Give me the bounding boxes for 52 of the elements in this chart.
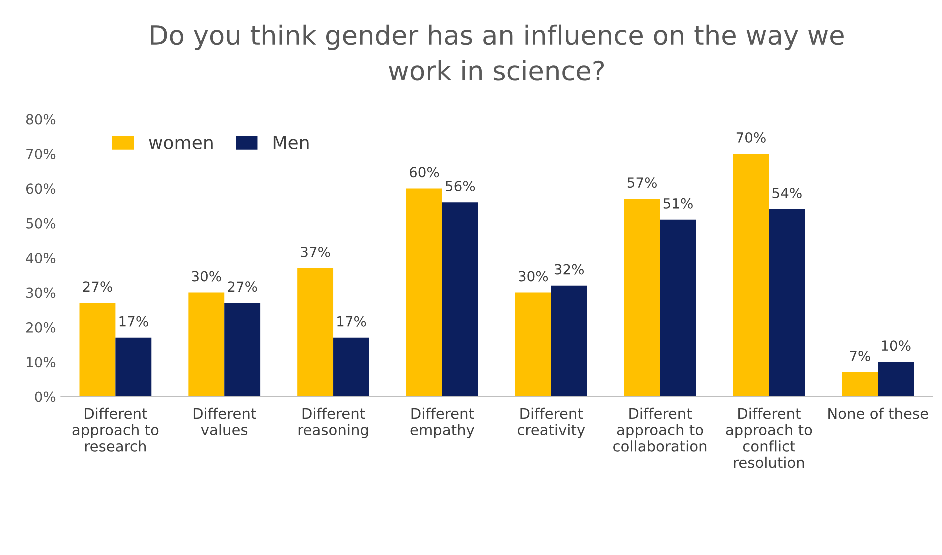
legend-label: Men (274, 136, 309, 150)
bar (116, 338, 152, 397)
data-label: 60% (410, 167, 440, 178)
bar (515, 292, 552, 397)
x-tick-label: Different empathy (410, 408, 474, 438)
data-label: 17% (338, 316, 366, 327)
data-label: 51% (664, 198, 693, 209)
x-tick-label: Different reasoning (298, 408, 368, 438)
x-tick-label: Different approach to collaboration (614, 408, 707, 452)
y-tick-label: 0% (35, 392, 56, 402)
y-tick-label: 30% (26, 288, 56, 298)
data-label: 32% (554, 264, 584, 275)
bar (660, 220, 696, 397)
data-label: 37% (301, 246, 330, 258)
bar (188, 292, 225, 397)
bar (842, 372, 878, 397)
y-tick-label: 10% (27, 357, 56, 368)
legend-label: women (149, 139, 213, 150)
data-label: 57% (628, 178, 657, 188)
y-tick-label: 40% (26, 253, 56, 264)
bar (298, 268, 334, 397)
data-label: 30% (519, 271, 548, 282)
x-tick-label: Different approach to research (72, 408, 159, 452)
data-label: 30% (192, 271, 222, 282)
bar (334, 338, 370, 397)
data-label: 56% (446, 181, 476, 192)
x-tick-label: Different creativity (518, 408, 586, 438)
y-tick-label: 80% (26, 114, 56, 125)
y-tick-label: 70% (26, 148, 56, 160)
data-label: 10% (882, 340, 911, 352)
bar (224, 303, 261, 397)
x-tick-label: None of these (828, 408, 928, 420)
bar (551, 286, 588, 397)
bar (442, 202, 478, 397)
x-tick-label: Different approach to conflict resolution (726, 408, 812, 468)
data-label: 17% (120, 316, 148, 327)
y-tick-label: 20% (26, 322, 56, 333)
data-label: 27% (228, 282, 258, 292)
data-label: 70% (736, 132, 766, 143)
chart-title: Do you think gender has an influence on the way we work in science? (151, 24, 844, 81)
x-tick-label: Different values (194, 408, 256, 436)
bar (878, 362, 914, 397)
y-tick-label: 50% (26, 218, 56, 229)
bar (624, 199, 660, 397)
bar (769, 210, 806, 397)
data-label: 7% (850, 351, 870, 362)
bar (406, 188, 442, 397)
y-tick-label: 60% (26, 184, 56, 194)
data-label: 54% (772, 188, 802, 198)
bar (733, 154, 770, 397)
bar (80, 303, 116, 397)
data-label: 27% (83, 282, 112, 292)
